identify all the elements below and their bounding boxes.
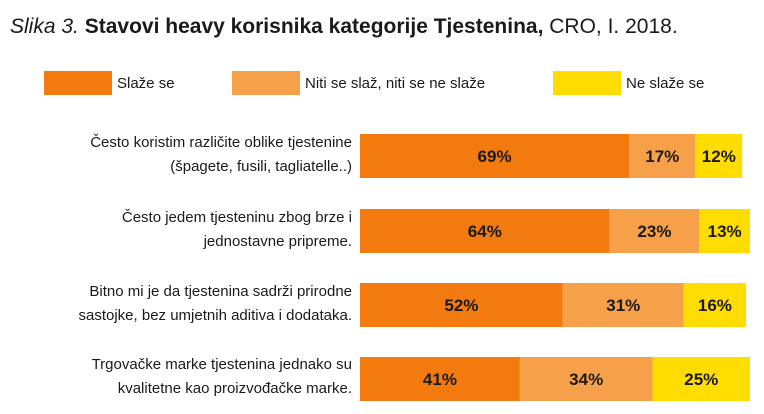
bar-segment-neutral-1 <box>629 134 696 178</box>
legend-label-neutral: Niti se slaž, niti se ne slaže <box>305 74 486 92</box>
category-label-2: Često jedem tjesteninu zbog brze i jedno… <box>12 206 352 254</box>
data-label-neutral-1: 17% <box>645 147 679 166</box>
data-label-disagree-4: 25% <box>684 370 718 389</box>
data-label-agree-4: 41% <box>423 370 457 389</box>
bar-segment-disagree-3 <box>683 283 747 327</box>
data-label-agree-2: 64% <box>468 222 502 241</box>
chart-title: Slika 3. Stavovi heavy korisnika kategor… <box>10 14 678 40</box>
category-label-line: (špagete, fusili, tagliatelle..) <box>170 158 352 175</box>
bar-segment-neutral-4 <box>519 357 653 401</box>
category-label-line: Često jedem tjesteninu zbog brze i <box>121 209 352 226</box>
data-label-neutral-2: 23% <box>637 222 671 241</box>
legend-label-agree: Slaže se <box>117 74 175 92</box>
category-label-3: Bitno mi je da tjestenina sadrži prirodn… <box>12 280 353 328</box>
legend-item-disagree: Ne slaže se <box>553 71 704 95</box>
bar-segment-agree-1 <box>360 134 630 178</box>
data-label-disagree-3: 16% <box>698 296 732 315</box>
bar-segment-agree-4 <box>360 357 520 401</box>
legend-swatch-disagree <box>553 71 621 95</box>
data-label-disagree-1: 12% <box>702 147 736 166</box>
data-label-neutral-3: 31% <box>606 296 640 315</box>
legend-swatch-neutral <box>232 71 300 95</box>
data-label-disagree-2: 13% <box>708 222 742 241</box>
category-label-line: Bitno mi je da tjestenina sadrži prirodn… <box>89 283 352 300</box>
category-label-line: jednostavne pripreme. <box>203 233 352 250</box>
bar-segment-agree-3 <box>360 283 563 327</box>
category-label-line: Trgovačke marke tjestenina jednako su <box>91 356 352 373</box>
legend-item-agree: Slaže se <box>44 71 175 95</box>
title-prefix: Slika 3. <box>10 15 79 38</box>
category-label-line: kvalitetne kao proizvođačke marke. <box>117 380 352 397</box>
legend-swatch-agree <box>44 71 112 95</box>
title-main: Stavovi heavy korisnika kategorije Tjest… <box>84 15 544 38</box>
legend-label-disagree: Ne slaže se <box>626 74 705 92</box>
category-label-line: sastojke, bez umjetnih aditiva i dodatak… <box>78 307 353 324</box>
data-label-agree-1: 69% <box>478 147 512 166</box>
bar-segment-disagree-2 <box>699 209 750 253</box>
data-label-neutral-4: 34% <box>569 370 603 389</box>
bar-segment-disagree-1 <box>695 134 743 178</box>
bar-segment-neutral-3 <box>562 283 684 327</box>
title-suffix: CRO, I. 2018. <box>549 15 678 38</box>
bar-segment-agree-2 <box>360 209 610 253</box>
bar-segment-neutral-2 <box>609 209 700 253</box>
category-label-4: Trgovačke marke tjestenina jednako su kv… <box>12 353 352 401</box>
category-label-line: Često koristim različite oblike tjesteni… <box>90 134 352 151</box>
bar-segment-disagree-4 <box>652 357 750 401</box>
legend-item-neutral: Niti se slaž, niti se ne slaže <box>232 71 485 95</box>
category-label-1: Često koristim različite oblike tjesteni… <box>12 131 352 179</box>
data-label-agree-3: 52% <box>444 296 478 315</box>
